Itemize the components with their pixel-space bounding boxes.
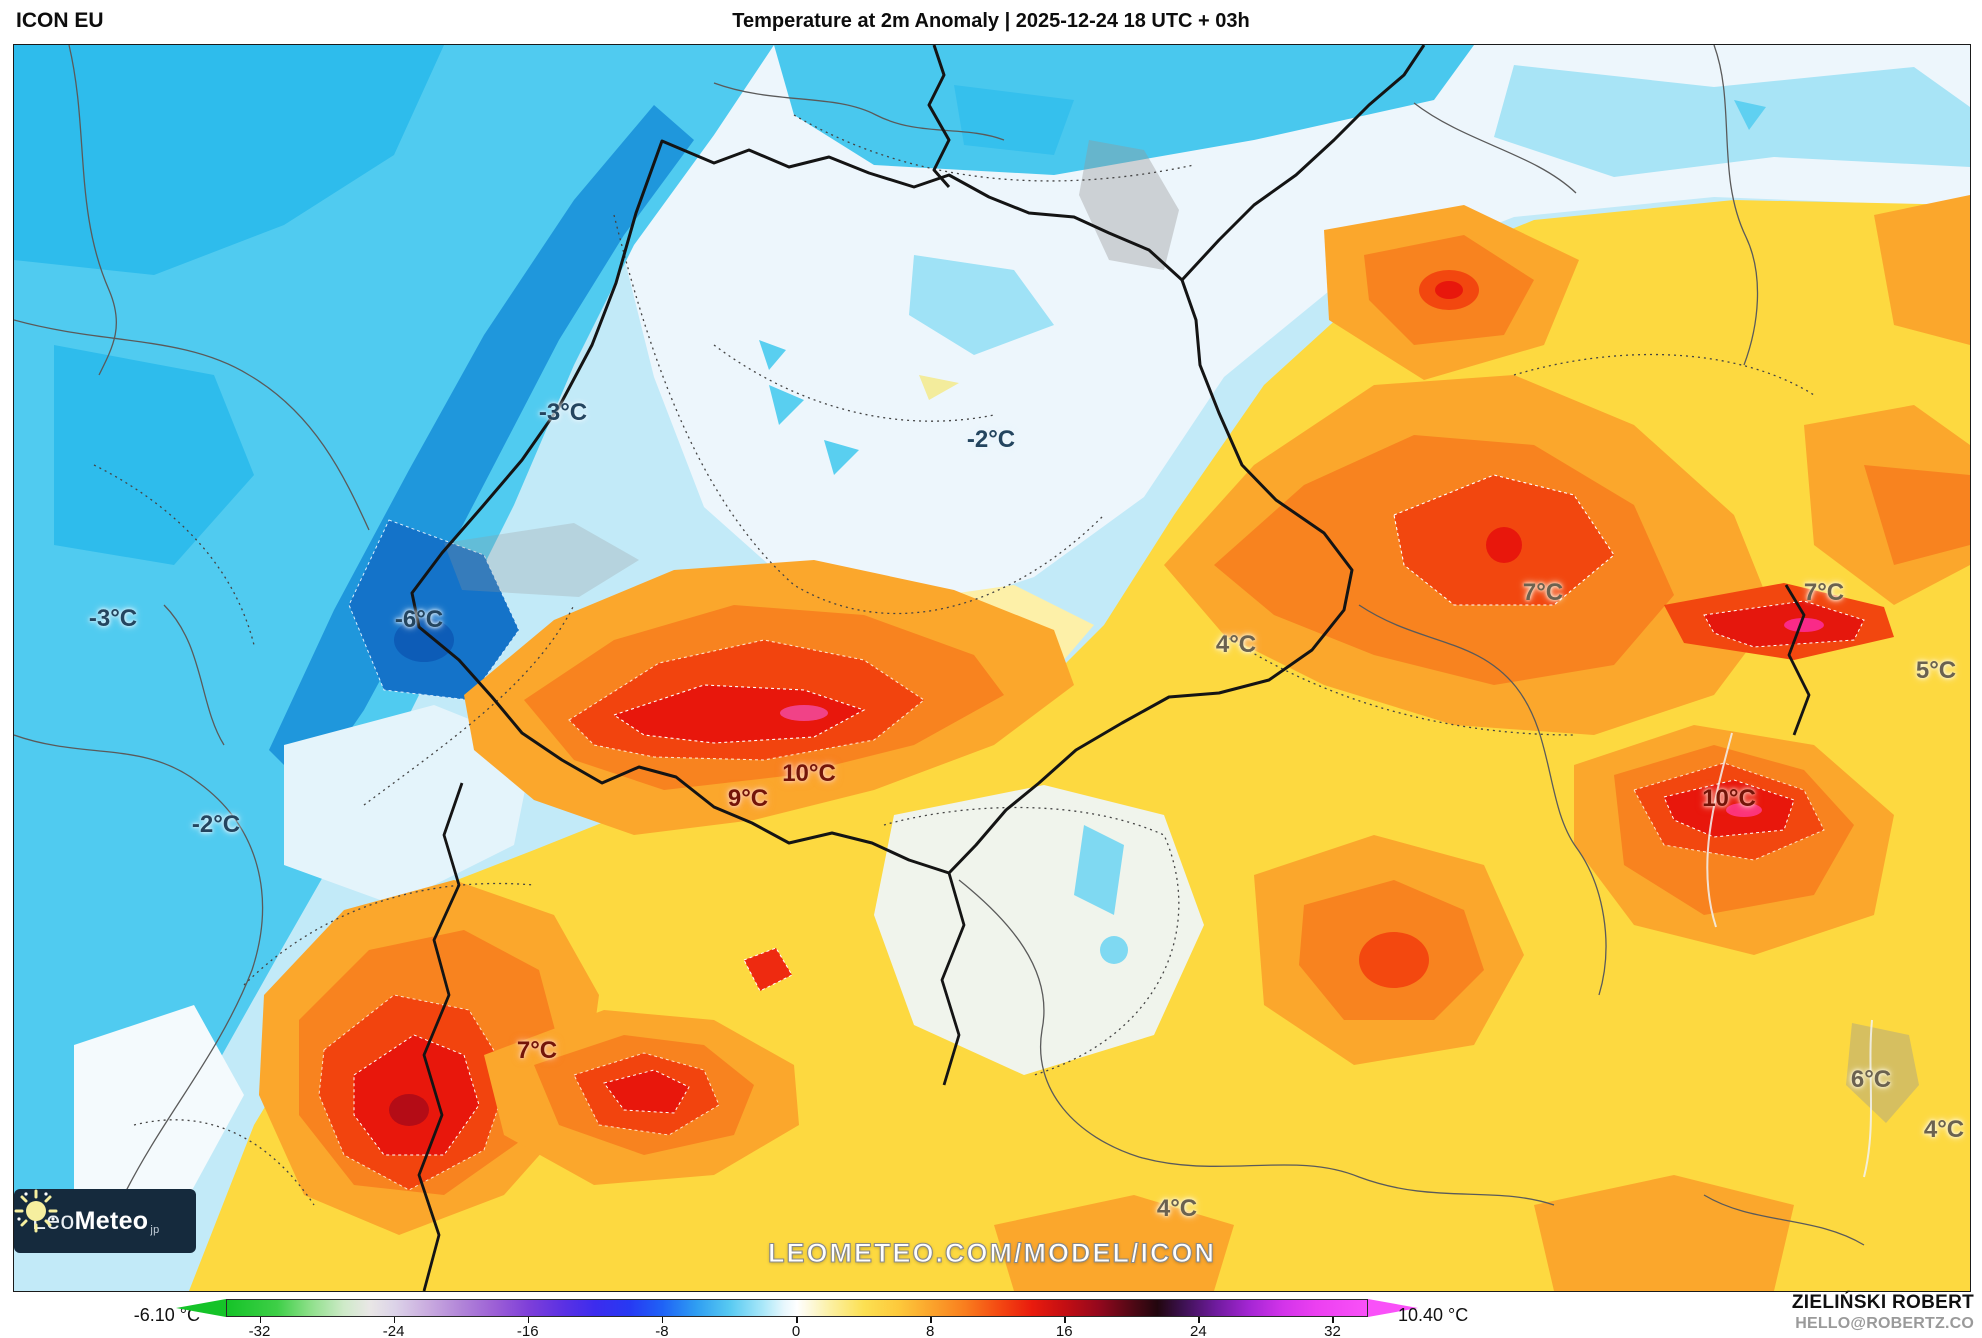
page-title: Temperature at 2m Anomaly | 2025-12-24 1… xyxy=(732,10,1250,32)
colorbar-right-arrow xyxy=(1368,1299,1418,1317)
colorbar-tick xyxy=(930,1317,932,1323)
colorbar xyxy=(226,1299,1368,1317)
colorbar-tick xyxy=(796,1317,798,1323)
logo-wordmark: LeoMeteo jp xyxy=(32,1206,160,1236)
temperature-contour-label: -6°C xyxy=(394,606,444,633)
temperature-contour-label: 4°C xyxy=(1923,1116,1965,1143)
map-art xyxy=(14,45,1970,1291)
colorbar-tick xyxy=(1198,1317,1200,1323)
author-name: ZIELIŃSKI ROBERT xyxy=(1791,1292,1974,1313)
temperature-contour-label: 6°C xyxy=(1850,1066,1892,1093)
temperature-contour-label: -3°C xyxy=(538,399,588,426)
colorbar-tick-label: 8 xyxy=(925,1323,935,1338)
colorbar-max-value: 10.40 °C xyxy=(1398,1305,1469,1325)
temperature-contour-label: -3°C xyxy=(88,605,138,632)
temperature-contour-label: 5°C xyxy=(1915,657,1957,684)
temperature-contour-label: 7°C xyxy=(1522,579,1564,606)
colorbar-tick-label: -32 xyxy=(248,1323,271,1338)
colorbar-tick-label: 0 xyxy=(791,1323,801,1338)
sun-icon xyxy=(14,1189,58,1233)
colorbar-tick xyxy=(661,1317,664,1323)
colorbar-tick xyxy=(259,1317,262,1323)
temperature-contour-label: 4°C xyxy=(1215,631,1257,658)
temperature-contour-label: 7°C xyxy=(1803,579,1845,606)
colorbar-tick xyxy=(1064,1317,1066,1323)
temperature-contour-label: 10°C xyxy=(1702,785,1756,812)
colorbar-tick-label: 16 xyxy=(1055,1323,1073,1338)
temperature-contour-label: -2°C xyxy=(191,811,241,838)
watermark: LEOMETEO.COM/MODEL/ICON xyxy=(767,1237,1216,1268)
temperature-contour-label: 4°C xyxy=(1156,1195,1198,1222)
leometeo-logo: LeoMeteo jp xyxy=(14,1189,196,1253)
temperature-contour-label: -2°C xyxy=(966,426,1016,453)
weather-map: 2025-12-24 21:00 UTC -3°C-2°C-6°C-3°C-2°… xyxy=(13,44,1971,1292)
model-name: ICON EU xyxy=(16,9,104,32)
colorbar-tick-label: 32 xyxy=(1324,1323,1341,1338)
colorbar-tick-label: -16 xyxy=(516,1323,539,1338)
colorbar-tick-label: -8 xyxy=(655,1323,669,1338)
colorbar-left-arrow xyxy=(176,1299,226,1317)
colorbar-tick xyxy=(527,1317,530,1323)
colorbar-tick-label: -24 xyxy=(382,1323,405,1338)
temperature-contour-label: 10°C xyxy=(782,760,836,787)
colorbar-tick xyxy=(1332,1317,1334,1323)
author-email: HELLO@ROBERTZ.CO xyxy=(1795,1315,1974,1332)
colorbar-tick xyxy=(393,1317,396,1323)
colorbar-tick-label: 24 xyxy=(1190,1323,1207,1338)
temperature-contour-label: 9°C xyxy=(727,785,769,812)
temperature-contour-label: 7°C xyxy=(516,1037,558,1064)
